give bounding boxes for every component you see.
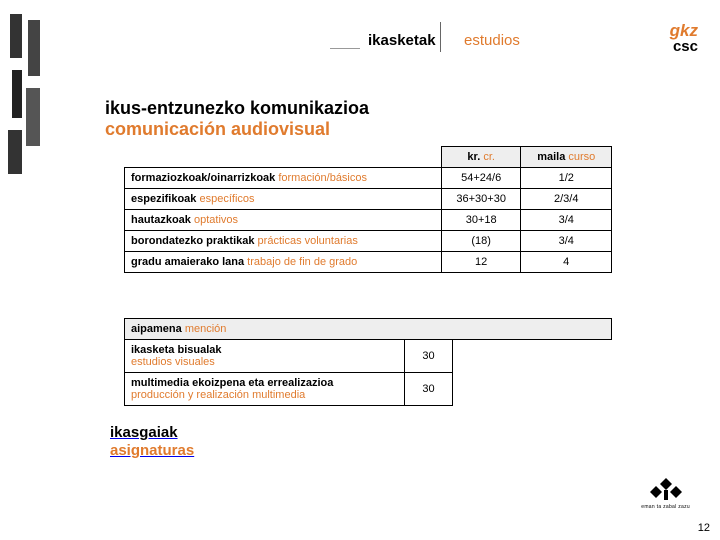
subjects-link[interactable]: ikasgaiak asignaturas <box>110 424 194 460</box>
table-row: formaziozkoak/oinarrizkoak formación/bás… <box>125 168 612 189</box>
page-title: ikus-entzunezko komunikazioa comunicació… <box>105 98 369 140</box>
table-row: gradu amaierako lana trabajo de fin de g… <box>125 252 612 273</box>
title-eu: ikus-entzunezko komunikazioa <box>105 98 369 119</box>
header-divider <box>440 22 441 52</box>
table-row: espezifikoak específicos 36+30+30 2/3/4 <box>125 189 612 210</box>
logo-gkz-csc: gkz csc <box>670 22 698 54</box>
mention-table: aipamena mención ikasketa bisualak estud… <box>124 318 612 406</box>
credits-table: kr. cr. maila curso formaziozkoak/oinarr… <box>124 146 612 273</box>
table2-header: aipamena mención <box>125 319 612 340</box>
logo-line1: gkz <box>670 22 698 39</box>
table1-header-kr: kr. cr. <box>441 147 521 168</box>
table1-header-maila: maila curso <box>521 147 612 168</box>
title-es: comunicación audiovisual <box>105 119 369 140</box>
table-row: borondatezko praktikak prácticas volunta… <box>125 231 612 252</box>
university-logo: eman ta zabal zazu <box>641 476 690 510</box>
side-art <box>6 10 46 178</box>
table-row: hautazkoak optativos 30+18 3/4 <box>125 210 612 231</box>
header-rule <box>330 48 360 49</box>
header-label-es: estudios <box>464 32 520 49</box>
logo-line2: csc <box>670 39 698 54</box>
header-label-eu: ikasketak <box>368 32 436 49</box>
table1-header-blank <box>125 147 442 168</box>
page-number: 12 <box>698 522 710 534</box>
table-row: multimedia ekoizpena eta errealizazioa p… <box>125 373 612 406</box>
table-row: ikasketa bisualak estudios visuales 30 <box>125 340 612 373</box>
